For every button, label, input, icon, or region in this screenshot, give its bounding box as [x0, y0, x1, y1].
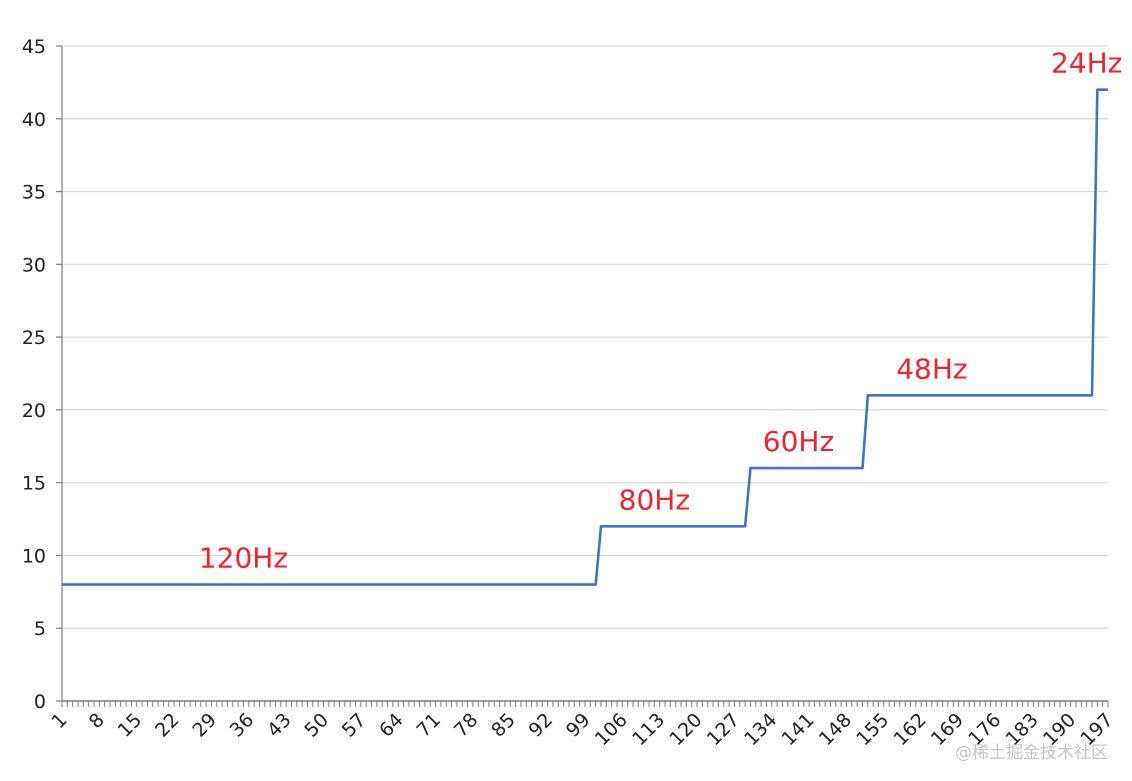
y-tick-label: 45 [22, 36, 46, 58]
data-annotation: 60Hz [763, 425, 834, 458]
x-tick-label: 148 [815, 709, 856, 750]
x-tick-label: 22 [151, 709, 184, 742]
x-tick-label: 92 [525, 709, 558, 742]
x-tick-label: 78 [450, 709, 483, 742]
y-tick-label: 20 [22, 400, 46, 422]
y-tick-label: 0 [34, 691, 46, 713]
annotation-group: 120Hz 80Hz 60Hz 48Hz 24Hz [199, 47, 1123, 575]
y-tick-label: 10 [22, 545, 46, 567]
x-tick-label: 43 [263, 709, 296, 742]
x-tick-label: 71 [412, 709, 445, 742]
y-tick-label: 15 [22, 473, 46, 495]
x-tick-label: 120 [665, 709, 706, 750]
x-tick-label: 1 [47, 709, 71, 733]
data-annotation: 48Hz [896, 352, 967, 385]
x-tick-label: 50 [300, 709, 333, 742]
y-tick-label: 40 [22, 109, 46, 131]
y-tick-label: 30 [22, 254, 46, 276]
y-tick-label: 5 [34, 618, 46, 640]
series-line [62, 88, 1108, 586]
y-tick-label: 25 [22, 327, 46, 349]
x-tick-label: 8 [85, 709, 109, 733]
series-group [62, 88, 1108, 586]
x-tick-label: 155 [852, 709, 893, 750]
x-tick-label: 85 [487, 709, 520, 742]
x-tick-label: 29 [188, 709, 221, 742]
x-tick-label: 64 [375, 709, 408, 742]
x-tick-label: 134 [740, 709, 781, 750]
x-tick-label: 141 [777, 709, 818, 750]
x-tick-label: 106 [591, 709, 632, 750]
y-axis: 0 5 10 15 20 25 30 35 40 45 [22, 36, 63, 713]
x-tick-label: 162 [890, 709, 931, 750]
x-tick-label: 127 [703, 709, 744, 750]
x-tick-label: 113 [628, 709, 669, 750]
data-annotation: 80Hz [619, 483, 690, 516]
grid-lines [62, 45, 1108, 629]
x-tick-label: 36 [226, 709, 259, 742]
data-annotation: 24Hz [1051, 47, 1122, 80]
watermark-text: @稀土掘金技术社区 [955, 743, 1108, 763]
x-tick-label: 99 [562, 709, 595, 742]
x-tick-label: 57 [338, 709, 371, 742]
data-annotation: 120Hz [199, 542, 288, 575]
y-tick-label: 35 [22, 182, 46, 204]
x-tick-label: 15 [114, 709, 147, 742]
